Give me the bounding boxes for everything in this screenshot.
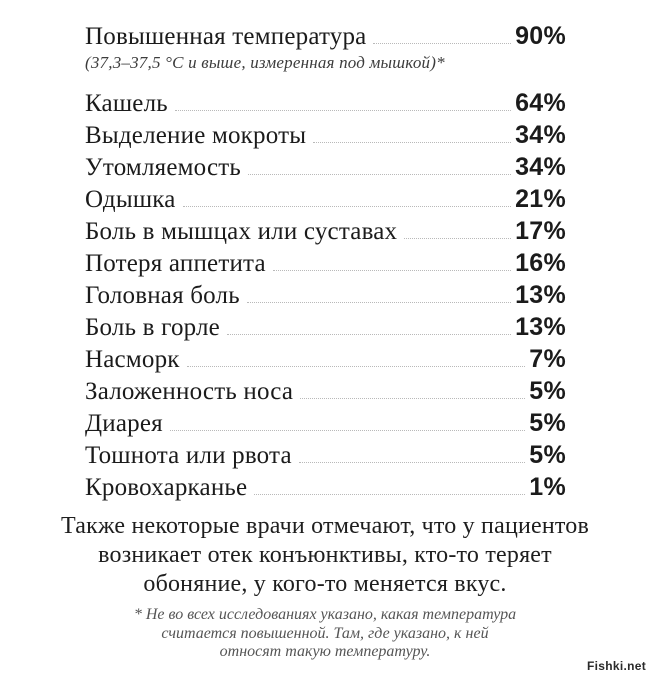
stat-row: Кашель 64%	[85, 89, 566, 121]
dotted-leader	[298, 462, 526, 463]
dotted-leader	[174, 110, 512, 111]
symptom-label: Боль в горле	[85, 314, 220, 341]
stat-row: Заложенность носа 5%	[85, 377, 566, 409]
symptom-percentage: 13%	[515, 313, 566, 341]
symptom-percentage: 90%	[515, 22, 566, 50]
symptom-percentage: 21%	[515, 185, 566, 213]
stat-row: Кровохарканье 1%	[85, 473, 566, 505]
symptom-label: Кровохарканье	[85, 474, 248, 501]
symptom-percentage: 34%	[515, 153, 566, 181]
stat-row: Боль в мышцах или суставах 17%	[85, 217, 566, 249]
symptom-label: Повышенная температура	[85, 23, 367, 50]
symptom-label: Выделение мокроты	[85, 122, 307, 149]
symptom-label: Заложенность носа	[85, 378, 294, 405]
symptom-label: Тошнота или рвота	[85, 442, 292, 469]
symptom-percentage: 34%	[515, 121, 566, 149]
stat-row: Одышка 21%	[85, 185, 566, 217]
dotted-leader	[186, 366, 526, 367]
doctors-observation-text: Также некоторые врачи отмечают, что у па…	[20, 512, 630, 599]
stat-row: Насморк 7%	[85, 345, 566, 377]
symptom-percentage: 7%	[529, 345, 566, 373]
footnote-line: считается повышенной. Там, где указано, …	[161, 624, 489, 642]
symptom-percentage: 13%	[515, 281, 566, 309]
dotted-leader	[404, 238, 512, 239]
dotted-leader	[246, 302, 512, 303]
symptom-label: Потеря аппетита	[85, 250, 266, 277]
symptom-percentage: 16%	[515, 249, 566, 277]
dotted-leader	[300, 398, 526, 399]
symptom-percentage: 5%	[529, 409, 566, 437]
site-watermark: Fishki.net	[586, 659, 646, 673]
symptom-percentage: 1%	[529, 473, 566, 501]
stat-row: Утомляемость 34%	[85, 153, 566, 185]
stat-row: Повышенная температура 90%	[85, 22, 566, 54]
temperature-footnote: * Не во всех исследованиях указано, кака…	[85, 606, 565, 662]
symptom-percentage: 17%	[515, 217, 566, 245]
dotted-leader	[313, 142, 512, 143]
dotted-leader	[182, 206, 512, 207]
footer-line: Также некоторые врачи отмечают, что у па…	[60, 513, 590, 539]
symptom-label: Головная боль	[85, 282, 240, 309]
symptom-label: Утомляемость	[85, 154, 241, 181]
dotted-leader	[169, 430, 526, 431]
stat-row: Выделение мокроты 34%	[85, 121, 566, 153]
symptom-label: Боль в мышцах или суставах	[85, 218, 398, 245]
symptom-percentage: 64%	[515, 89, 566, 117]
stat-row: Потеря аппетита 16%	[85, 249, 566, 281]
dotted-leader	[226, 334, 512, 335]
stat-row: Диарея 5%	[85, 409, 566, 441]
stat-row: Тошнота или рвота 5%	[85, 441, 566, 473]
temperature-note: (37,3–37,5 °C и выше, измеренная под мыш…	[85, 53, 445, 72]
symptom-label: Диарея	[85, 410, 163, 437]
symptom-label: Насморк	[85, 346, 180, 373]
footer-line: обоняние, у кого-то меняется вкус.	[143, 571, 507, 597]
footer-line: возникает отек конъюнктивы, кто-то теряе…	[98, 542, 552, 568]
footnote-line: * Не во всех исследованиях указано, кака…	[133, 606, 517, 623]
symptom-percentage: 5%	[529, 441, 566, 469]
stat-row: Боль в горле 13%	[85, 313, 566, 345]
symptom-percentage: 5%	[529, 377, 566, 405]
symptom-label: Одышка	[85, 186, 176, 213]
symptom-label: Кашель	[85, 90, 168, 117]
dotted-leader	[272, 270, 512, 271]
stat-row: Головная боль 13%	[85, 281, 566, 313]
symptom-stat-list: Повышенная температура 90% (37,3–37,5 °C…	[85, 22, 566, 505]
dotted-leader	[247, 174, 512, 175]
dotted-leader	[254, 494, 526, 495]
dotted-leader	[373, 43, 512, 44]
footnote-line: относят такую температуру.	[219, 643, 431, 660]
